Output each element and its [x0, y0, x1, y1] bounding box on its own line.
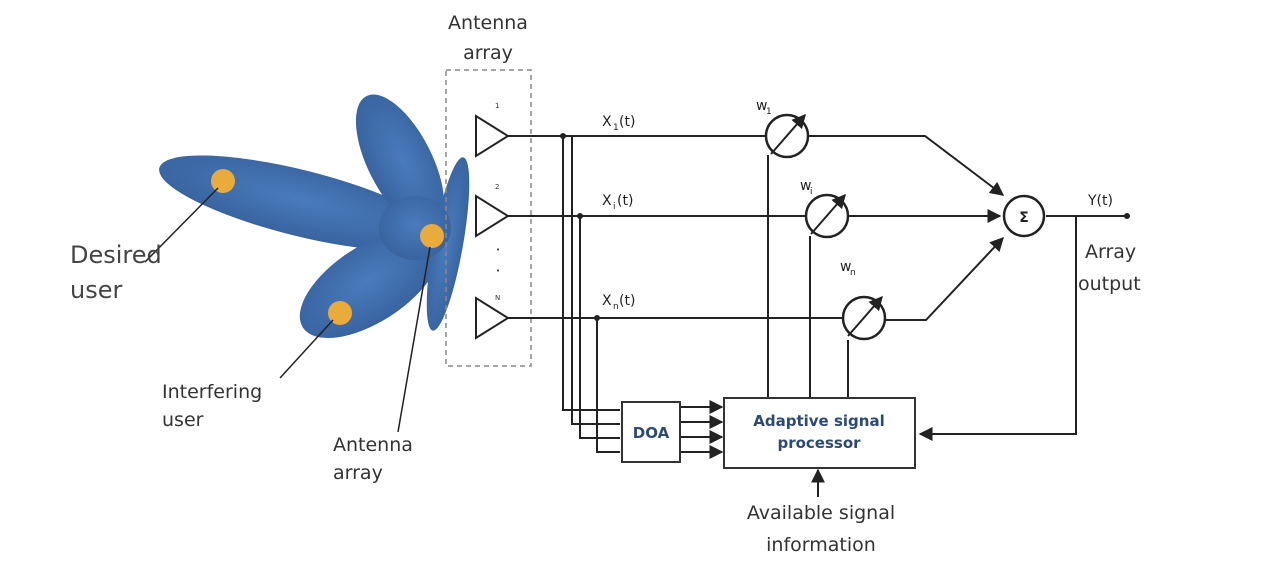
antenna-array-bottom-label-2: array: [333, 462, 383, 484]
svg-text:(t): (t): [619, 114, 635, 130]
adaptive-processor-label-1: Adaptive signal: [753, 412, 884, 430]
array-output-label-1: Array: [1085, 241, 1136, 263]
weight-wn-label: w n: [840, 259, 856, 278]
svg-text:X: X: [602, 114, 612, 130]
antenna-array-bottom-label-1: Antenna: [333, 434, 413, 456]
antenna-element-1: [475, 114, 510, 158]
svg-text:w: w: [800, 178, 811, 194]
desired-user-label-2: user: [70, 276, 122, 304]
antenna-array-dot: [420, 224, 444, 248]
antenna-array-top-label-1: Antenna: [448, 12, 528, 34]
array-output-label-2: output: [1078, 273, 1141, 295]
element-index-2: 2: [495, 183, 499, 191]
right-lobe: [426, 157, 470, 331]
antenna-element-2: [475, 194, 510, 238]
element-dot-2: •: [496, 267, 500, 275]
svg-text:n: n: [613, 302, 619, 312]
available-info-label-1: Available signal: [747, 502, 895, 524]
interfering-user-label-1: Interfering: [162, 381, 262, 403]
antenna-array-top-label-2: array: [463, 42, 513, 64]
doa-label: DOA: [633, 424, 670, 442]
element-dot-1: •: [496, 246, 500, 254]
weight-w1: [764, 113, 810, 159]
interfering-user-leader: [279, 319, 334, 379]
desired-user-leader: [144, 187, 219, 263]
desired-user-label-1: Desired: [70, 241, 162, 269]
antenna-array-box: [445, 69, 532, 367]
weight-w1-label: w 1: [756, 98, 772, 117]
element-index-n: N: [495, 294, 500, 302]
svg-text:i: i: [613, 202, 616, 212]
signal-xn-label: X n (t): [602, 293, 635, 312]
summer-node: [1002, 194, 1046, 238]
svg-text:(t): (t): [617, 193, 633, 209]
svg-text:i: i: [810, 187, 813, 197]
upper-lobe: [355, 94, 445, 230]
doa-taps: [560, 133, 620, 453]
beam-pattern: [159, 94, 470, 338]
element-index-1: 1: [495, 102, 499, 110]
adaptive-processor-box: [723, 397, 916, 469]
interfering-user-label-2: user: [162, 409, 204, 431]
output-signal-label: Y(t): [1087, 193, 1113, 209]
weight-wi: [804, 193, 850, 239]
svg-text:1: 1: [766, 107, 772, 117]
summer-symbol: Σ: [1019, 210, 1029, 226]
svg-text:w: w: [840, 259, 851, 275]
svg-text:1: 1: [613, 123, 619, 133]
antenna-elements: [475, 114, 510, 340]
weight-wi-label: w i: [800, 178, 813, 197]
svg-text:(t): (t): [619, 293, 635, 309]
desired-user-dot: [211, 169, 235, 193]
signal-x1-label: X 1 (t): [602, 114, 635, 133]
interfering-user-dot: [328, 301, 352, 325]
svg-text:n: n: [850, 268, 856, 278]
weight-control-lines: [767, 155, 849, 398]
adaptive-processor-label-2: processor: [777, 434, 861, 452]
signal-xi-label: X i (t): [602, 193, 633, 212]
available-info-label-2: information: [766, 534, 876, 556]
svg-text:X: X: [602, 193, 612, 209]
weight-wn: [841, 295, 887, 341]
signal-wires: [508, 135, 1130, 441]
doa-to-processor: [680, 400, 724, 459]
antenna-array-leader: [397, 246, 431, 433]
antenna-element-n: [475, 296, 510, 340]
svg-text:w: w: [756, 98, 767, 114]
svg-text:X: X: [602, 293, 612, 309]
doa-box: [621, 401, 681, 463]
